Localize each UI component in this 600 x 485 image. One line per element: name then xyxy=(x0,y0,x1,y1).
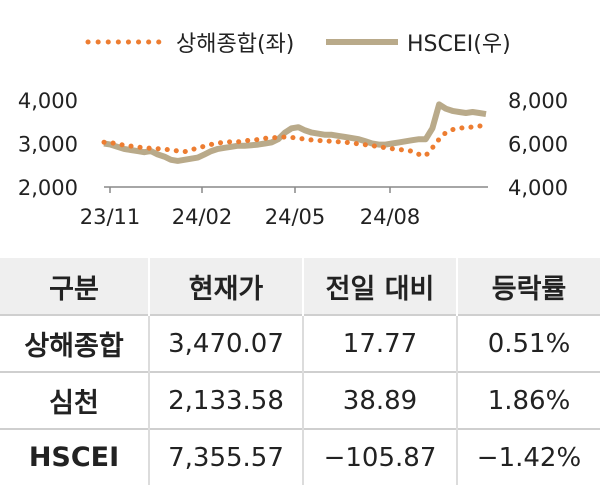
series-line-shanghai xyxy=(101,122,489,159)
y-right-tick-label: 8,000 xyxy=(508,89,568,113)
y-left-tick-label: 4,000 xyxy=(18,89,78,113)
cell-rate: 1.86% xyxy=(456,371,600,429)
header-change: 전일 대비 xyxy=(302,258,457,315)
market-table: 구분 현재가 전일 대비 등락률 상해종합 3,470.07 17.77 0.5… xyxy=(0,258,600,485)
legend-label-hscei: HSCEI(우) xyxy=(407,32,511,57)
x-axis: 23/11 24/02 24/05 24/08 xyxy=(80,187,421,229)
cell-change: −105.87 xyxy=(302,428,457,485)
table-row: HSCEI 7,355.57 −105.87 −1.42% xyxy=(0,428,600,485)
chart-canvas: 상해종합(좌) HSCEI(우) 2,000 3,000 4,000 4,000 6,… xyxy=(18,32,568,229)
y-left-tick-label: 3,000 xyxy=(18,133,78,157)
cell-price: 2,133.58 xyxy=(148,371,303,429)
legend-label-shanghai: 상해종합(좌) xyxy=(176,32,294,57)
x-tick-label: 24/05 xyxy=(265,205,326,229)
y-axis-right: 4,000 6,000 8,000 xyxy=(508,89,568,200)
cell-price: 7,355.57 xyxy=(148,428,303,485)
table-row: 심천 2,133.58 38.89 1.86% xyxy=(0,371,600,429)
y-left-tick-label: 2,000 xyxy=(18,176,78,200)
cell-rate: 0.51% xyxy=(456,314,600,372)
y-axis-left: 2,000 3,000 4,000 xyxy=(18,89,78,200)
chart-legend: 상해종합(좌) HSCEI(우) xyxy=(85,32,511,57)
cell-rate: −1.42% xyxy=(456,428,600,485)
x-tick-label: 24/08 xyxy=(360,205,421,229)
table-row: 상해종합 3,470.07 17.77 0.51% xyxy=(0,314,600,372)
y-right-tick-label: 4,000 xyxy=(508,176,568,200)
y-right-tick-label: 6,000 xyxy=(508,133,568,157)
x-tick-label: 23/11 xyxy=(80,205,141,229)
header-category: 구분 xyxy=(0,258,149,315)
series-line-hscei xyxy=(103,101,487,164)
cell-price: 3,470.07 xyxy=(148,314,303,372)
table-header-row: 구분 현재가 전일 대비 등락률 xyxy=(0,258,600,315)
cell-name: HSCEI xyxy=(0,428,149,485)
cell-name: 심천 xyxy=(0,371,149,429)
cell-change: 17.77 xyxy=(302,314,457,372)
cell-name: 상해종합 xyxy=(0,314,149,372)
x-tick-label: 24/02 xyxy=(172,205,233,229)
header-rate: 등락률 xyxy=(456,258,600,315)
header-price: 현재가 xyxy=(148,258,303,315)
cell-change: 38.89 xyxy=(302,371,457,429)
